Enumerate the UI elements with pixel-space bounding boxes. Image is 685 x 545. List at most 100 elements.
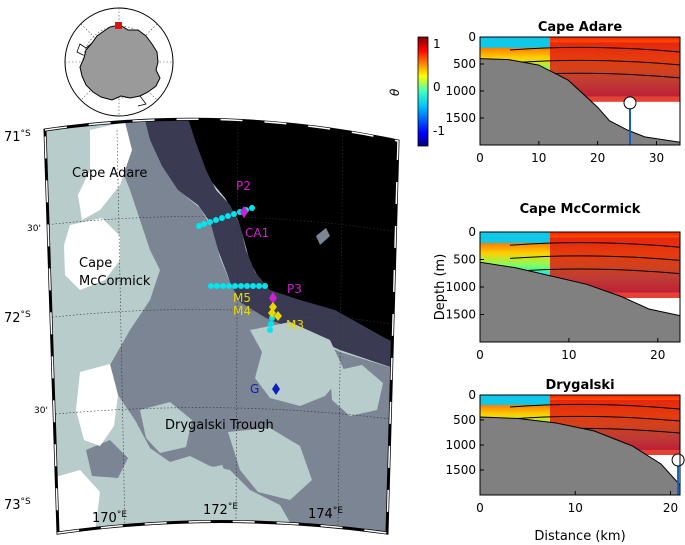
antarctica-shape	[79, 24, 161, 101]
ctd-point	[225, 213, 231, 219]
land-drygalski	[76, 364, 118, 446]
x-tick-label: 10	[531, 151, 546, 165]
latitude-labels: 71°S 30' 72°S 30' 73°S	[4, 129, 48, 513]
surface-layer	[480, 395, 550, 405]
temperature-contour	[509, 415, 680, 422]
ctd-point	[207, 219, 213, 225]
ctd-point	[249, 205, 255, 211]
station-m4-marker	[268, 308, 276, 318]
label-drygalski-trough: Drygalski Trough	[165, 418, 274, 433]
inset-polar-map	[64, 7, 174, 117]
ctd-point	[231, 211, 237, 217]
deep-ocean	[170, 119, 398, 345]
bathymetry	[480, 58, 680, 145]
surface-layer	[480, 37, 550, 48]
bathymetry	[480, 261, 680, 342]
y-axis-label: Depth (m)	[433, 254, 448, 321]
y-tick-label: 1500	[445, 111, 476, 125]
shallow-patch-4	[228, 428, 312, 500]
ctd-point	[244, 283, 250, 289]
section-panel-2: Cape McCormick 0 500 1000 1500 0 10 20 Depth (m)	[433, 202, 681, 362]
shelf-patch-2	[192, 344, 214, 368]
lon-label: 172°E	[203, 502, 238, 518]
temperature-contour	[509, 46, 680, 53]
ctd-point	[256, 283, 262, 289]
label-station-m4: M4	[233, 304, 251, 318]
section-panel-3: Drygalski 0 500 1000 1500 0 10 20 Distance (km)	[445, 378, 685, 544]
temperature-contour	[509, 242, 680, 248]
label-station-m3: M3	[286, 318, 304, 332]
lat-label: 30'	[27, 224, 41, 234]
shallow-patch-1	[250, 322, 345, 406]
label-cape-mccormick-line1: Cape	[79, 256, 112, 271]
ctd-point	[268, 321, 274, 327]
land-cape-mccormick	[64, 218, 120, 290]
ctd-point	[201, 221, 207, 227]
label-cape-adare: Cape Adare	[72, 166, 147, 181]
lat-label: 30'	[34, 406, 48, 416]
shelf-patch-1	[86, 440, 128, 478]
station-p2-marker	[240, 206, 248, 218]
temperature-contour	[509, 255, 680, 261]
y-tick-label: 0	[468, 388, 476, 402]
temperature-contour	[509, 268, 680, 275]
label-station-p3: P3	[287, 282, 302, 296]
section-field	[480, 395, 680, 495]
label-cape-mccormick-line2: McCormick	[79, 274, 151, 289]
shallow-patch-5	[200, 465, 232, 498]
inset-study-region-marker	[115, 22, 122, 29]
small-island	[316, 228, 330, 245]
x-tick-label: 10	[561, 348, 576, 362]
y-tick-label: 500	[453, 253, 476, 267]
ctd-point	[219, 215, 225, 221]
dark-shelf-band	[130, 119, 398, 372]
ctd-point	[262, 283, 268, 289]
section-field	[480, 37, 680, 145]
map-graticule	[45, 119, 398, 534]
section-title: Cape McCormick	[520, 202, 641, 217]
x-tick-label: 0	[476, 501, 484, 515]
temperature-contour	[509, 403, 680, 410]
lon-label: 170°E	[92, 510, 127, 526]
ctd-point	[238, 283, 244, 289]
ctd-point	[208, 283, 214, 289]
y-tick-label: 500	[453, 57, 476, 71]
shallow-patch-2	[330, 365, 383, 416]
y-tick-label: 1000	[445, 280, 476, 294]
x-tick-label: 20	[663, 501, 678, 515]
x-tick-label: 0	[476, 151, 484, 165]
x-tick-label: 10	[568, 501, 583, 515]
ctd-point	[232, 283, 238, 289]
mooring-stations	[240, 206, 282, 395]
lat-label: 73°S	[4, 497, 31, 513]
x-tick-label: 20	[650, 348, 665, 362]
x-tick-label: 30	[649, 151, 664, 165]
y-tick-label: 500	[453, 413, 476, 427]
x-axis-label: Distance (km)	[534, 529, 625, 544]
mooring-marker	[671, 453, 685, 467]
section-field	[480, 232, 680, 342]
ctd-point	[196, 223, 202, 229]
section-title: Drygalski	[545, 378, 614, 393]
station-g-marker	[272, 383, 280, 395]
temperature-contour	[509, 59, 680, 66]
ctd-point	[213, 217, 219, 223]
station-p3-marker	[269, 292, 277, 304]
y-tick-label: 1500	[445, 308, 476, 322]
label-station-ca1: CA1	[245, 226, 269, 240]
bathymetry	[480, 416, 680, 495]
y-tick-label: 1000	[445, 438, 476, 452]
label-station-m5: M5	[233, 291, 251, 305]
main-map: Cape Adare Cape McCormick Drygalski Trou…	[4, 117, 400, 535]
y-tick-label: 1500	[445, 463, 476, 477]
ctd-point	[250, 283, 256, 289]
label-station-p2: P2	[236, 179, 251, 193]
x-tick-label: 0	[476, 348, 484, 362]
mooring-marker	[623, 96, 637, 110]
map-frame-ticks	[44, 118, 399, 534]
section-panel-1: Cape Adare 0 500 1000 1500 0 10 20 30	[445, 20, 681, 165]
ctd-point	[214, 283, 220, 289]
colorbar: 1 0 -1 θ	[388, 36, 445, 147]
